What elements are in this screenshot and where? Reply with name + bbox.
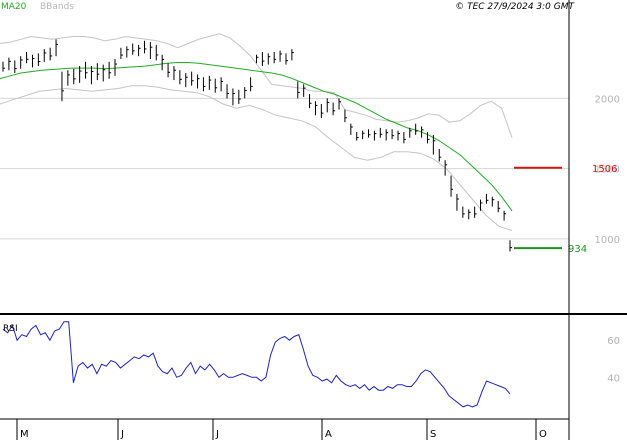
price-tick-label: 1500	[595, 165, 620, 176]
bollinger-upper-line	[0, 33, 513, 138]
legend-ma20: MA20	[1, 2, 27, 12]
month-label: A	[325, 429, 332, 440]
rsi-tick-label: 40	[607, 373, 620, 384]
month-label: M	[20, 429, 29, 440]
resistance-label: 1506	[592, 164, 617, 175]
bollinger-lower-line	[0, 85, 513, 231]
price-tick-label: 2000	[595, 94, 620, 105]
price-levels: 1506 934	[514, 164, 617, 255]
rsi-tick-label: 60	[607, 336, 620, 347]
rsi-line-group	[2, 321, 511, 408]
bollinger-bands	[0, 33, 513, 231]
month-label: J	[215, 429, 219, 440]
rsi-line	[2, 321, 511, 408]
rsi-label: RSI	[3, 324, 18, 334]
month-label: J	[120, 429, 124, 440]
price-tick-label: 1000	[595, 235, 620, 246]
support-label: 934	[568, 244, 587, 255]
month-label: O	[539, 429, 547, 440]
month-label: S	[430, 429, 436, 440]
copyright-notice: © TEC 27/9/2024 3:0 GMT	[455, 2, 575, 12]
price-bars	[2, 39, 512, 252]
legend-bbands: BBands	[40, 2, 74, 12]
